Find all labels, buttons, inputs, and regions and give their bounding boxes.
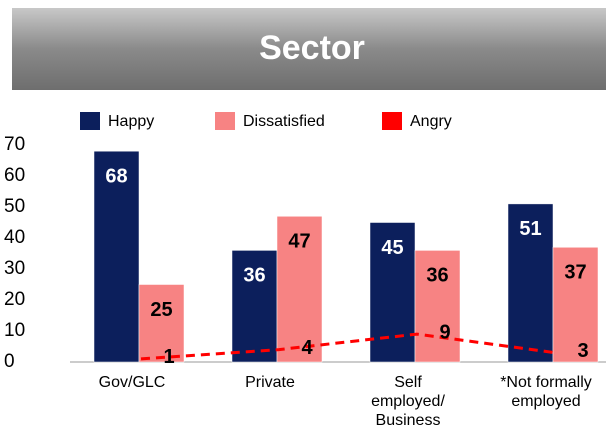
header-band [12,8,606,90]
value-label: 25 [150,299,172,321]
y-tick-label: 40 [4,227,25,248]
value-label: 36 [243,265,265,287]
value-label: 51 [519,218,541,240]
bar [138,284,185,363]
x-tick-label: Gov/GLC [98,374,166,391]
line [140,332,556,361]
bar [369,222,416,363]
legend-swatch [382,112,402,130]
legend-label: Happy [108,113,154,130]
bar [231,250,278,363]
x-tick-label: *Not formally employed [500,374,592,410]
value-label: 68 [105,165,127,187]
y-tick-label: 10 [4,320,25,341]
value-label: 47 [288,231,310,253]
y-tick-label: 20 [4,289,25,310]
legend-label: Dissatisfied [243,113,325,130]
y-tick-label: 30 [4,258,25,279]
bar [507,203,554,363]
x-tick-label: Self employed/ Business [371,374,445,429]
bar [552,247,599,363]
value-label: 36 [426,265,448,287]
y-tick-label: 0 [4,351,15,372]
chart-title: Sector [259,29,365,67]
value-label: 4 [301,337,313,359]
value-label: 1 [163,346,174,368]
value-label: 45 [381,237,403,259]
y-tick-label: 50 [4,196,25,217]
legend-swatch [215,112,235,130]
value-label: 3 [577,340,588,362]
bar [414,250,461,363]
legend-label: Angry [410,113,452,130]
legend-swatch [80,112,100,130]
value-label: 9 [439,321,450,343]
bar [276,216,323,363]
bar [93,150,140,363]
y-tick-label: 60 [4,165,25,186]
x-tick-label: Private [245,374,295,391]
y-tick-label: 70 [4,134,25,155]
value-label: 37 [564,262,586,284]
